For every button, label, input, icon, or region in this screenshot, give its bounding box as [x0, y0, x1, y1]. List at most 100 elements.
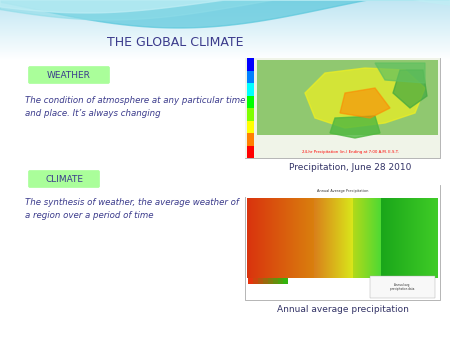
- Bar: [0, 47, 450, 48]
- Bar: [378, 198, 379, 278]
- Bar: [269, 198, 270, 278]
- Bar: [306, 198, 307, 278]
- Bar: [0, 59, 450, 60]
- FancyBboxPatch shape: [28, 170, 99, 188]
- Bar: [0, 19, 450, 20]
- Bar: [308, 198, 309, 278]
- Bar: [251, 198, 252, 278]
- Bar: [409, 198, 410, 278]
- Bar: [247, 145, 254, 158]
- Bar: [319, 198, 320, 278]
- Bar: [247, 83, 254, 96]
- Text: Precipitation, June 28 2010: Precipitation, June 28 2010: [289, 164, 412, 172]
- Bar: [367, 198, 368, 278]
- Bar: [0, 55, 450, 56]
- Bar: [0, 32, 450, 33]
- Bar: [349, 198, 350, 278]
- Bar: [334, 198, 335, 278]
- Bar: [436, 198, 437, 278]
- Bar: [247, 58, 254, 71]
- Bar: [285, 198, 286, 278]
- Bar: [328, 198, 329, 278]
- Bar: [275, 198, 276, 278]
- Bar: [283, 198, 284, 278]
- Bar: [303, 198, 304, 278]
- FancyBboxPatch shape: [28, 67, 109, 83]
- Bar: [314, 198, 315, 278]
- Bar: [365, 198, 366, 278]
- Bar: [335, 198, 336, 278]
- Text: The synthesis of weather, the average weather of
a region over a period of time: The synthesis of weather, the average we…: [25, 198, 239, 219]
- Bar: [340, 198, 341, 278]
- Text: Annual avg.
precipitation data: Annual avg. precipitation data: [390, 283, 414, 291]
- Bar: [0, 7, 450, 8]
- Bar: [322, 198, 323, 278]
- Bar: [392, 198, 393, 278]
- Bar: [408, 198, 409, 278]
- Bar: [293, 198, 294, 278]
- Bar: [364, 198, 365, 278]
- Bar: [253, 278, 258, 284]
- Bar: [283, 278, 288, 284]
- Bar: [277, 198, 278, 278]
- Bar: [0, 49, 450, 50]
- Bar: [421, 198, 422, 278]
- Bar: [294, 198, 295, 278]
- Bar: [399, 198, 400, 278]
- Bar: [370, 198, 371, 278]
- Text: 24-hr Precipitation (in.) Ending at 7:00 A.M. E.S.T.: 24-hr Precipitation (in.) Ending at 7:00…: [302, 150, 399, 154]
- Bar: [278, 198, 279, 278]
- Bar: [379, 198, 380, 278]
- Bar: [245, 58, 440, 158]
- Bar: [393, 198, 394, 278]
- Bar: [434, 198, 435, 278]
- Bar: [257, 60, 438, 135]
- Bar: [296, 198, 297, 278]
- Bar: [0, 45, 450, 46]
- Bar: [0, 15, 450, 16]
- Bar: [370, 276, 435, 298]
- Bar: [414, 198, 415, 278]
- Bar: [422, 198, 423, 278]
- Bar: [362, 198, 363, 278]
- Bar: [268, 278, 273, 284]
- Bar: [0, 38, 450, 39]
- Bar: [284, 198, 285, 278]
- Bar: [361, 198, 362, 278]
- Bar: [336, 198, 337, 278]
- Bar: [416, 198, 417, 278]
- Bar: [247, 121, 254, 133]
- Bar: [245, 185, 440, 197]
- Bar: [312, 198, 313, 278]
- Bar: [257, 198, 258, 278]
- Bar: [345, 198, 346, 278]
- Bar: [333, 198, 334, 278]
- Bar: [371, 198, 372, 278]
- Bar: [263, 278, 268, 284]
- Bar: [394, 198, 395, 278]
- Bar: [260, 198, 261, 278]
- Bar: [267, 198, 268, 278]
- Bar: [0, 18, 450, 19]
- Bar: [405, 198, 406, 278]
- Bar: [0, 43, 450, 44]
- Text: CLIMATE: CLIMATE: [45, 174, 83, 184]
- Bar: [375, 198, 376, 278]
- Bar: [0, 35, 450, 36]
- Bar: [339, 198, 340, 278]
- Bar: [0, 37, 450, 38]
- Bar: [420, 198, 421, 278]
- Bar: [0, 3, 450, 4]
- Bar: [343, 198, 344, 278]
- Bar: [286, 198, 287, 278]
- Bar: [330, 198, 331, 278]
- Bar: [0, 26, 450, 27]
- Bar: [329, 198, 330, 278]
- Bar: [0, 25, 450, 26]
- Bar: [390, 198, 391, 278]
- Bar: [315, 198, 316, 278]
- Bar: [369, 198, 370, 278]
- Bar: [313, 198, 314, 278]
- Bar: [0, 23, 450, 24]
- Bar: [432, 198, 433, 278]
